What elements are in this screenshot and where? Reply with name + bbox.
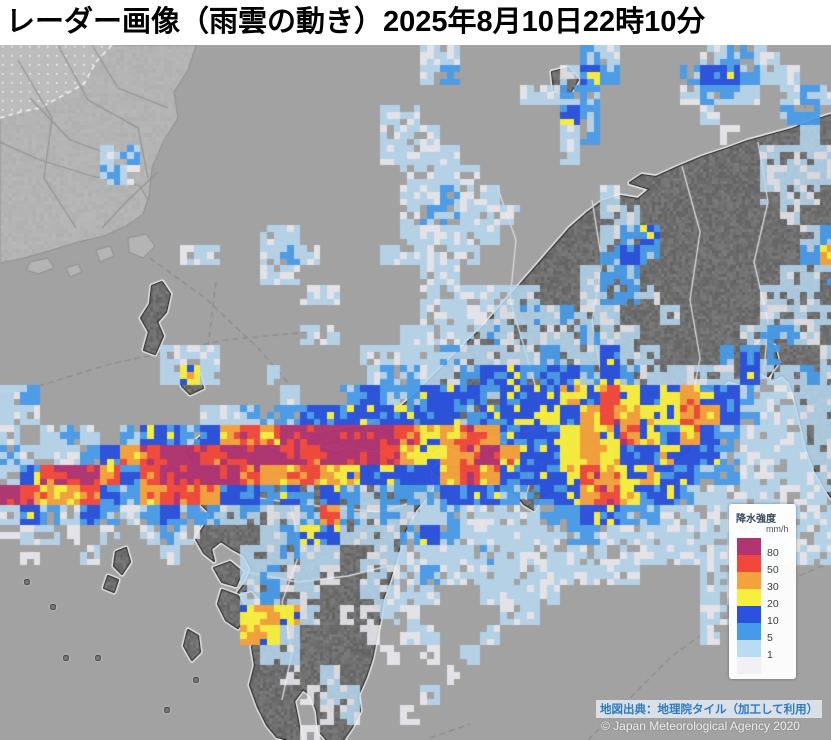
legend-label: 30 bbox=[767, 581, 779, 593]
legend-swatch bbox=[737, 555, 761, 572]
copyright-notice[interactable]: © Japan Meteorological Agency 2020 bbox=[601, 719, 800, 733]
legend-label: 1 bbox=[767, 649, 773, 661]
legend-swatch bbox=[737, 657, 761, 674]
map-attribution[interactable]: 地図出典：地理院タイル（加工して利用） bbox=[596, 700, 823, 718]
legend-swatch bbox=[737, 572, 761, 589]
legend-label: 50 bbox=[767, 564, 779, 576]
legend-swatch bbox=[737, 589, 761, 606]
legend-label: 20 bbox=[767, 598, 779, 610]
precip-legend: 降水強度 mm/h 80 50 30 20 10 5 1 bbox=[729, 504, 796, 679]
page-title: レーダー画像（雨雲の動き）2025年8月10日22時10分 bbox=[6, 6, 706, 38]
legend-swatch bbox=[737, 538, 761, 555]
legend-unit: mm/h bbox=[766, 524, 789, 534]
legend-label: 80 bbox=[767, 547, 779, 559]
legend-label: 5 bbox=[767, 632, 773, 644]
legend-swatch bbox=[737, 606, 761, 623]
legend-label: 10 bbox=[767, 615, 779, 627]
title-bar: レーダー画像（雨雲の動き）2025年8月10日22時10分 bbox=[0, 0, 831, 45]
legend-swatch bbox=[737, 623, 761, 640]
legend-swatch bbox=[737, 640, 761, 657]
legend-title: 降水強度 bbox=[736, 514, 776, 525]
